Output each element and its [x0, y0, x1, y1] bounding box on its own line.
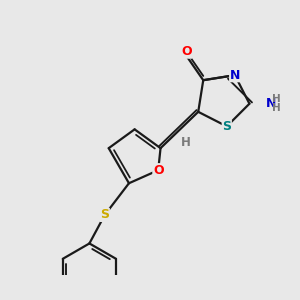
Text: S: S [222, 120, 231, 133]
Text: H: H [272, 103, 281, 113]
Text: S: S [100, 208, 109, 221]
Text: H: H [272, 94, 281, 104]
Text: N: N [230, 69, 240, 82]
Text: H: H [181, 136, 191, 149]
Text: O: O [153, 164, 164, 177]
Text: N: N [266, 97, 277, 110]
Text: O: O [181, 45, 192, 58]
